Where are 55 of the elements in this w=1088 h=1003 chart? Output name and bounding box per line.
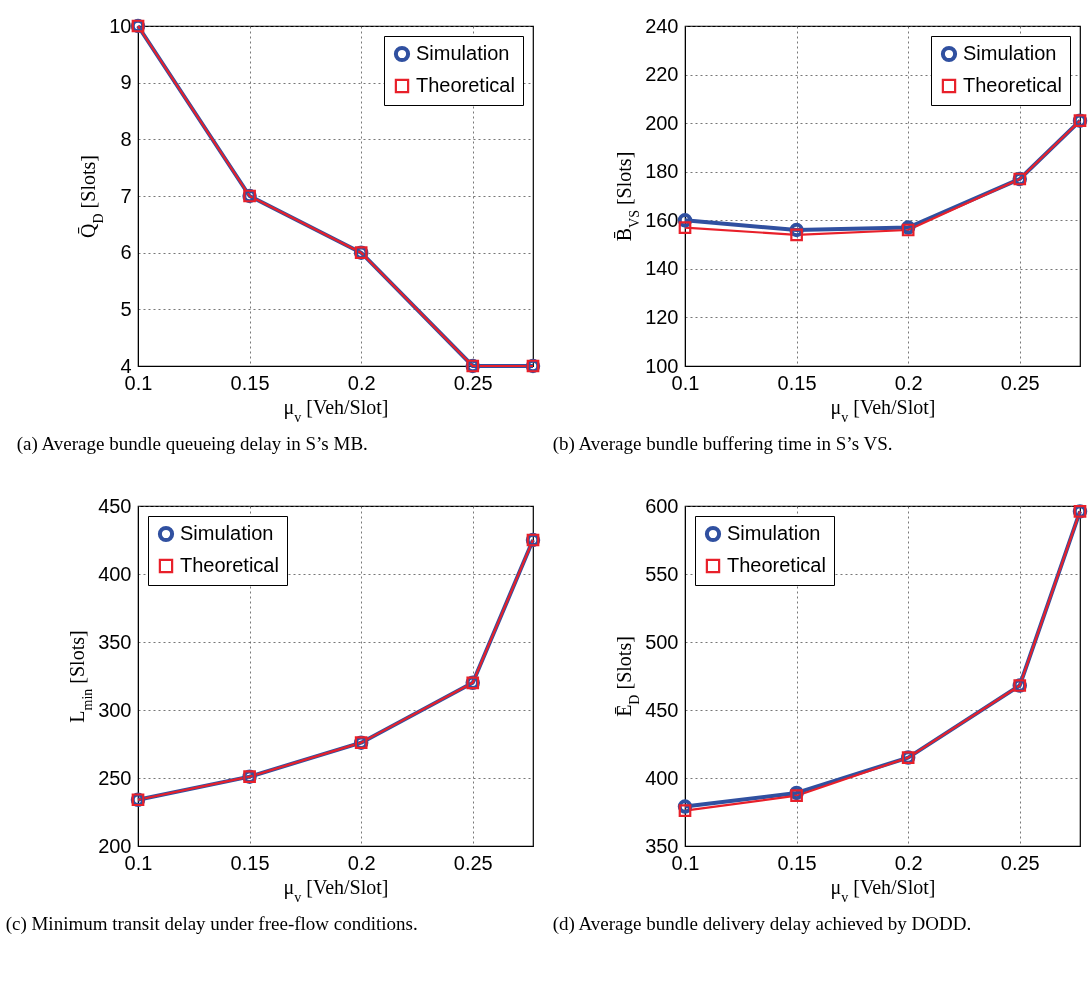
y-tick-label: 7 — [120, 184, 132, 207]
y-tick-label: 240 — [645, 14, 679, 37]
y-tick-label: 500 — [645, 630, 679, 653]
x-tick-label: 0.2 — [347, 851, 376, 874]
x-tick-label: 0.15 — [230, 851, 270, 874]
x-tick-label: 0.25 — [1000, 371, 1040, 394]
y-tick-label: 350 — [98, 630, 132, 653]
y-tick-label: 180 — [645, 160, 679, 183]
x-axis-title: μ$_{v}$ [Veh/Slot] — [830, 395, 936, 424]
y-tick-label: 140 — [645, 257, 679, 280]
x-tick-label: 0.2 — [894, 851, 923, 874]
x-tick-label: 0.25 — [453, 371, 493, 394]
y-tick-label: 6 — [120, 241, 132, 264]
legend-label: Theoretical — [963, 74, 1062, 96]
y-tick-label: 400 — [98, 562, 132, 585]
x-tick-label: 0.2 — [894, 371, 923, 394]
y-tick-label: 300 — [98, 698, 132, 721]
legend-label: Theoretical — [180, 554, 279, 576]
y-tick-label: 4 — [120, 354, 132, 377]
y-tick-label: 200 — [645, 111, 679, 134]
legend-label: Theoretical — [416, 74, 515, 96]
y-tick-label: 400 — [645, 766, 679, 789]
y-tick-label: 8 — [120, 127, 132, 150]
x-tick-label: 0.15 — [777, 371, 817, 394]
x-tick-label: 0.15 — [777, 851, 817, 874]
y-tick-label: 550 — [645, 562, 679, 585]
y-tick-label: 160 — [645, 208, 679, 231]
legend-label: Simulation — [727, 522, 821, 544]
y-tick-label: 250 — [98, 766, 132, 789]
text: (c) Minimum transit delay under free-flow conditions. — [5, 913, 418, 935]
y-tick-label: 450 — [645, 698, 679, 721]
y-tick-label: 10 — [109, 14, 132, 37]
legend-label: Theoretical — [727, 554, 826, 576]
x-axis-title: μ$_{v}$ [Veh/Slot] — [283, 395, 389, 424]
y-tick-label: 350 — [645, 834, 679, 857]
text: (d) Average bundle delivery delay achieved by DODD. — [552, 913, 972, 935]
legend-label: Simulation — [416, 42, 510, 64]
y-tick-label: 600 — [645, 494, 679, 517]
y-tick-label: 100 — [645, 354, 679, 377]
x-tick-label: 0.25 — [1000, 851, 1040, 874]
y-tick-label: 120 — [645, 305, 679, 328]
x-tick-label: 0.25 — [453, 851, 493, 874]
x-tick-label: 0.15 — [230, 371, 270, 394]
legend-label: Simulation — [180, 522, 274, 544]
legend-label: Simulation — [963, 42, 1057, 64]
text: (b) Average bundle buffering time in S’s VS. — [552, 433, 893, 455]
x-axis-title: μ$_{v}$ [Veh/Slot] — [283, 875, 389, 904]
y-tick-label: 450 — [98, 494, 132, 517]
text: (a) Average bundle queueing delay in S’s MB. — [16, 433, 368, 455]
y-tick-label: 9 — [120, 71, 132, 94]
y-tick-label: 5 — [120, 297, 132, 320]
x-tick-label: 0.2 — [347, 371, 376, 394]
y-tick-label: 220 — [645, 63, 679, 86]
x-axis-title: μ$_{v}$ [Veh/Slot] — [830, 875, 936, 904]
y-tick-label: 200 — [98, 834, 132, 857]
